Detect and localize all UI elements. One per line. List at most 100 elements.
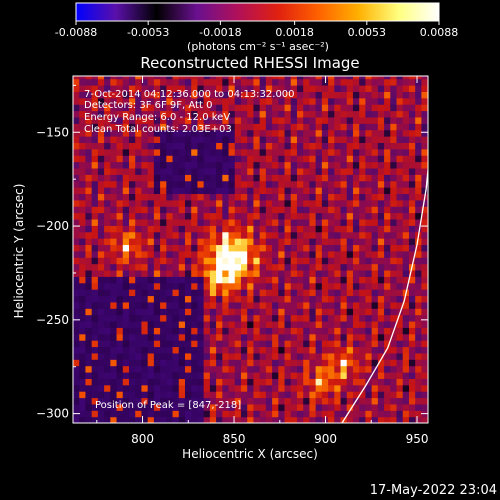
heatmap-cell (408, 199, 416, 207)
heatmap-cell (240, 301, 248, 309)
heatmap-cell (321, 161, 329, 169)
heatmap-cell (110, 346, 118, 354)
heatmap-cell (222, 269, 230, 277)
heatmap-cell (321, 403, 329, 411)
heatmap-cell (377, 231, 385, 239)
heatmap-cell (203, 346, 211, 354)
heatmap-cell (116, 295, 124, 303)
heatmap-cell (421, 250, 428, 258)
heatmap-cell (284, 359, 292, 367)
heatmap-cell (172, 250, 180, 258)
heatmap-cell (265, 110, 273, 118)
heatmap-cell (253, 269, 261, 277)
heatmap-cell (122, 180, 130, 188)
heatmap-cell (346, 129, 354, 137)
heatmap-cell (247, 85, 255, 92)
heatmap-cell (228, 180, 236, 188)
heatmap-cell (390, 416, 398, 423)
heatmap-cell (128, 391, 136, 399)
heatmap-cell (340, 155, 348, 163)
heatmap-cell (309, 167, 317, 175)
heatmap-cell (240, 129, 248, 137)
heatmap-cell (265, 193, 273, 201)
heatmap-cell (97, 155, 105, 163)
heatmap-cell (166, 378, 174, 386)
heatmap-cell (334, 187, 342, 195)
heatmap-cell (247, 378, 255, 386)
heatmap-cell (110, 391, 118, 399)
heatmap-cell (259, 403, 267, 411)
heatmap-cell (377, 123, 385, 131)
heatmap-cell (390, 231, 398, 239)
heatmap-cell (197, 174, 205, 182)
heatmap-cell (128, 187, 136, 195)
heatmap-cell (408, 359, 416, 367)
heatmap-cell (172, 123, 180, 131)
heatmap-cell (384, 212, 391, 220)
heatmap-cell (234, 371, 242, 379)
heatmap-cell (172, 359, 180, 367)
heatmap-cell (197, 289, 205, 297)
heatmap-cell (334, 212, 342, 220)
heatmap-cell (104, 225, 111, 233)
heatmap-cell (141, 340, 149, 348)
heatmap-cell (178, 410, 186, 418)
heatmap-cell (203, 104, 211, 112)
heatmap-cell (328, 187, 335, 195)
heatmap-cell (234, 129, 242, 137)
heatmap-cell (421, 91, 428, 99)
heatmap-cell (216, 129, 223, 137)
heatmap-cell (110, 110, 118, 118)
heatmap-cell (265, 218, 273, 226)
heatmap-cell (334, 276, 342, 284)
heatmap-cell (184, 308, 192, 316)
heatmap-cell (216, 193, 223, 201)
heatmap-cell (172, 206, 180, 214)
heatmap-cell (303, 391, 311, 399)
heatmap-cell (203, 97, 211, 105)
heatmap-cell (153, 76, 161, 80)
heatmap-cell (303, 257, 311, 265)
heatmap-cell (116, 371, 124, 379)
heatmap-cell (408, 76, 416, 80)
heatmap-cell (371, 187, 379, 195)
heatmap-cell (240, 352, 248, 360)
heatmap-cell (303, 148, 311, 156)
heatmap-cell (259, 269, 267, 277)
heatmap-cell (141, 161, 149, 169)
heatmap-cell (371, 378, 379, 386)
heatmap-cell (116, 97, 124, 105)
heatmap-cell (153, 78, 161, 86)
heatmap-cell (408, 384, 416, 392)
heatmap-cell (296, 352, 304, 360)
heatmap-cell (421, 269, 428, 277)
heatmap-cell (359, 199, 367, 207)
heatmap-cell (191, 250, 199, 258)
heatmap-cell (209, 187, 217, 195)
heatmap-cell (290, 97, 298, 105)
heatmap-cell (371, 320, 379, 328)
heatmap-cell (166, 269, 174, 277)
heatmap-cell (309, 320, 317, 328)
heatmap-cell (265, 378, 273, 386)
heatmap-cell (85, 129, 93, 137)
heatmap-cell (259, 327, 267, 335)
heatmap-cell (384, 180, 391, 188)
heatmap-cell (346, 167, 354, 175)
heatmap-cell (371, 161, 379, 169)
heatmap-cell (197, 136, 205, 143)
heatmap-cell (377, 148, 385, 156)
heatmap-cell (79, 244, 87, 252)
heatmap-cell (290, 410, 298, 418)
heatmap-cell (178, 206, 186, 214)
heatmap-cell (135, 212, 143, 220)
heatmap-cell (79, 333, 87, 341)
heatmap-cell (104, 180, 111, 188)
heatmap-cell (296, 378, 304, 386)
heatmap-cell (141, 403, 149, 411)
heatmap-cell (104, 142, 111, 150)
heatmap-cell (359, 410, 367, 418)
heatmap-cell (153, 327, 161, 335)
heatmap-cell (135, 327, 143, 335)
heatmap-cell (203, 352, 211, 360)
